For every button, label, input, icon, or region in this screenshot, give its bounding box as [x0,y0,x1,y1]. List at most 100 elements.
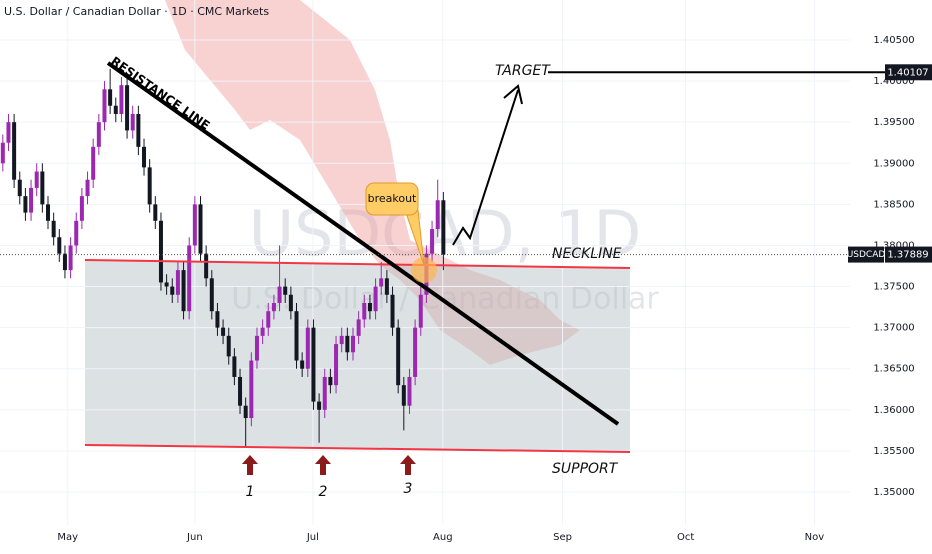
candle-body [356,319,361,336]
candle-body [6,122,11,143]
y-tick-label: 1.35500 [873,446,914,457]
y-tick-label: 1.36500 [873,364,914,375]
low-number: 3 [404,481,413,497]
grid [0,0,850,525]
candle-body [181,270,186,312]
pattern-box [85,260,630,452]
candle-body [57,237,62,254]
candle-body [23,196,28,213]
candle-body [51,220,56,238]
candle-body [260,327,265,336]
candle-body [226,335,231,357]
candle-body [238,376,243,406]
candle-body [339,335,344,345]
low-number: 2 [319,484,328,500]
candle-body [328,376,333,386]
candle-body [294,311,299,361]
candle-body [396,327,401,386]
candle-body [300,360,305,369]
candle-body [350,335,355,353]
candle-body [215,311,220,328]
symbol-tag [848,246,884,263]
candle-body [288,294,293,312]
candle-body [113,105,118,114]
candle-body [430,229,435,254]
candle-body [407,376,412,406]
watermark-subtitle: U.S. Dollar / Canadian Dollar [231,282,659,317]
candle-body [12,122,17,180]
y-tick-label: 1.38500 [873,199,914,210]
y-tick-label: 1.36000 [873,405,914,416]
y-tick-label: 1.39000 [873,158,914,169]
target-label: TARGET [495,63,551,79]
candle-body [34,171,39,188]
candle-body [68,245,73,271]
candle-body [79,196,84,221]
candle-body [232,356,237,377]
x-tick-label: Jun [186,532,203,543]
candle-body [373,286,378,312]
candle-body [85,179,90,197]
target-tag [885,64,932,81]
candle-body [441,200,446,255]
candle-body [367,302,372,312]
candle-body [142,146,147,168]
support-label: SUPPORT [552,461,619,477]
candle-body [249,360,254,419]
candle-body [74,220,79,246]
candle-body [209,278,214,312]
candle-body [283,286,288,295]
low-markers [242,455,416,475]
breakout-label: breakout [368,192,417,205]
candle-body [317,401,322,410]
y-tick-label: 1.35000 [873,487,914,498]
callout [365,182,419,216]
target-tag-label: 1.40107 [887,67,928,78]
candle-body [130,113,135,131]
candle-body [254,335,259,361]
candle-body [362,302,367,320]
candle-body [345,335,350,353]
candle-body [311,327,316,402]
candle-body [266,311,271,328]
candle-body [401,385,406,406]
low-arrow [400,455,416,475]
candle-body [413,327,418,377]
symbol-label: USDCAD [847,250,886,260]
candle-body [379,278,384,287]
candle-body [96,122,101,147]
candle-body [62,253,67,271]
projection-arrow [452,89,519,246]
candle-body [136,113,141,147]
x-tick-label: Jul [306,532,319,543]
price-axis [850,0,932,550]
candle-body [334,344,339,386]
candle-body [147,167,152,205]
candle-body [91,146,96,180]
candle-body [175,270,180,295]
candle-body [305,327,310,369]
breakout-point [411,257,437,283]
candle-body [17,179,22,197]
candle-body [204,253,209,279]
arrow-head [503,84,523,105]
resistance-line [106,61,620,426]
x-tick-label: Sep [553,532,572,543]
candle-body [384,278,389,295]
low-arrow [315,455,331,475]
x-tick-label: Oct [677,532,694,543]
neckline-label: NECKLINE [552,246,622,262]
candle-body [243,405,248,419]
candle-body [390,294,395,328]
candle-body [119,85,124,114]
y-tick-label: 1.37500 [873,282,914,293]
candle-body [29,187,34,213]
candle-body [158,220,163,283]
price-tag-label: 1.37889 [887,250,928,261]
x-tick-label: Nov [805,532,825,543]
candle-body [0,142,5,164]
candle-body [153,204,158,221]
